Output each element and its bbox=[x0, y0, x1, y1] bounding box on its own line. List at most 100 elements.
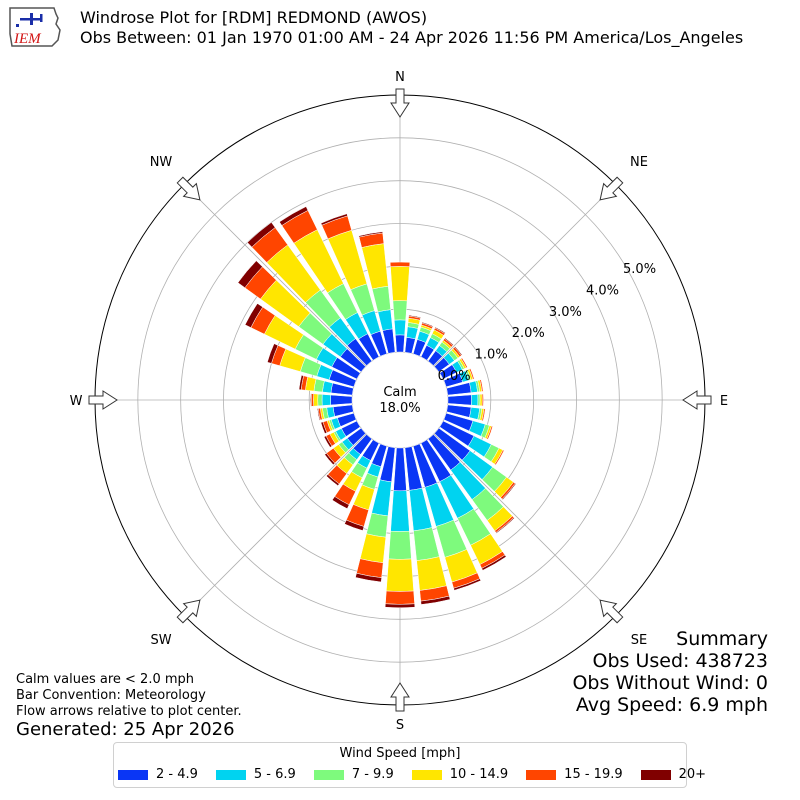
legend-items: 2 - 4.9 5 - 6.9 7 - 9.9 10 - 14.9 15 - 19.9 2… bbox=[118, 767, 724, 782]
calm-value: 18.0% bbox=[379, 401, 420, 416]
wind-bar-segment bbox=[326, 474, 340, 487]
wind-bar-segment bbox=[247, 221, 276, 248]
flow-arrow-icon bbox=[599, 176, 624, 201]
wind-bar-segment bbox=[390, 490, 410, 532]
direction-label: E bbox=[720, 394, 728, 409]
wind-bar-segment bbox=[344, 519, 365, 531]
legend-swatch bbox=[313, 769, 344, 780]
wind-bar-segment bbox=[388, 530, 412, 560]
flow-arrow-icon bbox=[682, 390, 712, 410]
wind-bar-segment bbox=[393, 447, 407, 492]
legend-item: 20+ bbox=[640, 767, 707, 782]
wind-bar-segment bbox=[434, 326, 446, 334]
radial-tick-label: 3.0% bbox=[549, 305, 582, 320]
direction-label: SE bbox=[631, 633, 647, 648]
notes-block: Calm values are < 2.0 mph Bar Convention… bbox=[16, 672, 242, 720]
legend: Wind Speed [mph] 2 - 4.9 5 - 6.9 7 - 9.9 10… bbox=[113, 742, 706, 788]
legend-item: 2 - 4.9 bbox=[118, 767, 198, 782]
wind-bar-segment bbox=[377, 309, 393, 331]
wind-bar-segment bbox=[237, 260, 263, 289]
wind-bar-segment bbox=[313, 393, 319, 407]
airplane-icon bbox=[16, 13, 43, 27]
flow-arrow-icon bbox=[390, 682, 410, 712]
summary-obs-without-wind: Obs Without Wind: 0 bbox=[572, 672, 768, 694]
wind-bar-segment bbox=[331, 496, 350, 510]
wind-bar-segment bbox=[495, 517, 515, 534]
legend-item: 15 - 19.9 bbox=[526, 767, 623, 782]
wind-bar-segment bbox=[413, 527, 440, 561]
legend-item: 7 - 9.9 bbox=[313, 767, 394, 782]
wind-bar-segment bbox=[392, 300, 408, 321]
wind-bar-segment bbox=[386, 558, 414, 592]
wind-bar-segment bbox=[460, 357, 468, 369]
legend-swatch bbox=[640, 769, 671, 780]
legend-swatch bbox=[411, 769, 442, 780]
radial-tick-label: 5.0% bbox=[623, 262, 656, 277]
flow-arrow-icon bbox=[176, 599, 201, 624]
note-flow-arrows: Flow arrows relative to plot center. bbox=[16, 704, 242, 719]
radial-tick-label: 2.0% bbox=[512, 326, 545, 341]
flow-arrow-icon bbox=[88, 390, 118, 410]
legend-swatch bbox=[526, 769, 557, 780]
wind-bar-segment bbox=[298, 374, 304, 391]
legend-label: 5 - 6.9 bbox=[253, 767, 296, 782]
legend-swatch bbox=[215, 769, 246, 780]
generated-date: Generated: 25 Apr 2026 bbox=[16, 719, 235, 740]
direction-label: W bbox=[70, 394, 83, 409]
angular-gridline bbox=[433, 184, 616, 367]
wind-bar-segment bbox=[371, 285, 391, 313]
wind-bar-segment bbox=[447, 394, 472, 406]
summary-block: Summary Obs Used: 438723 Obs Without Win… bbox=[572, 628, 768, 716]
legend-label: 20+ bbox=[678, 767, 707, 782]
wind-bar-segment bbox=[421, 321, 434, 328]
legend-item: 10 - 14.9 bbox=[411, 767, 509, 782]
radial-tick-label: 0.0% bbox=[438, 369, 471, 384]
direction-label: S bbox=[396, 718, 404, 733]
radial-tick-label: 4.0% bbox=[586, 283, 619, 298]
legend-swatch bbox=[118, 769, 148, 780]
wind-bar-segment bbox=[477, 394, 481, 406]
wind-bar-segment bbox=[481, 393, 484, 407]
wind-bar-segment bbox=[324, 452, 336, 466]
wind-bar-segment bbox=[320, 213, 348, 226]
wind-bar-segment bbox=[323, 435, 333, 448]
wind-bar-segment bbox=[479, 379, 484, 392]
wind-bar-segment bbox=[468, 368, 475, 380]
note-bar-convention: Bar Convention: Meteorology bbox=[16, 688, 206, 703]
legend-label: 10 - 14.9 bbox=[449, 767, 509, 782]
wind-bar-segment bbox=[395, 334, 405, 353]
wind-bar-segment bbox=[267, 343, 279, 364]
angular-gridline bbox=[184, 433, 367, 616]
wind-bar-segment bbox=[453, 578, 482, 591]
direction-label: SW bbox=[150, 633, 171, 648]
wind-bar-segment bbox=[359, 533, 387, 564]
wind-bar-segment bbox=[330, 394, 353, 406]
radial-tick-label: 1.0% bbox=[475, 348, 508, 363]
flow-arrow-icon bbox=[176, 176, 201, 201]
legend-label: 7 - 9.9 bbox=[351, 767, 394, 782]
wind-bar-segment bbox=[321, 394, 332, 406]
wind-bar-segment bbox=[244, 303, 264, 328]
wind-bar-segment bbox=[481, 408, 486, 422]
wind-bar-segment bbox=[454, 346, 463, 356]
wind-bar-segment bbox=[471, 394, 479, 406]
note-calm: Calm values are < 2.0 mph bbox=[16, 672, 195, 687]
legend-title: Wind Speed [mph] bbox=[339, 746, 461, 761]
wind-bar-segment bbox=[385, 590, 415, 605]
wind-bar-segment bbox=[481, 554, 507, 571]
radial-gridline bbox=[351, 351, 449, 449]
wind-bar-segment bbox=[358, 231, 384, 238]
direction-label: NW bbox=[150, 155, 173, 170]
wind-bar-segment bbox=[444, 337, 454, 346]
wind-bar-segment bbox=[366, 512, 389, 538]
wind-bar-segment bbox=[355, 572, 382, 583]
legend-item: 5 - 6.9 bbox=[215, 767, 296, 782]
wind-bar-segment bbox=[486, 425, 494, 440]
iem-logo: IEM bbox=[9, 7, 61, 47]
direction-label: NE bbox=[630, 155, 648, 170]
wind-bar-segment bbox=[317, 393, 323, 407]
wind-bar-segment bbox=[279, 206, 309, 226]
angular-gridline bbox=[184, 184, 367, 367]
wind-bar-segment bbox=[501, 483, 517, 500]
